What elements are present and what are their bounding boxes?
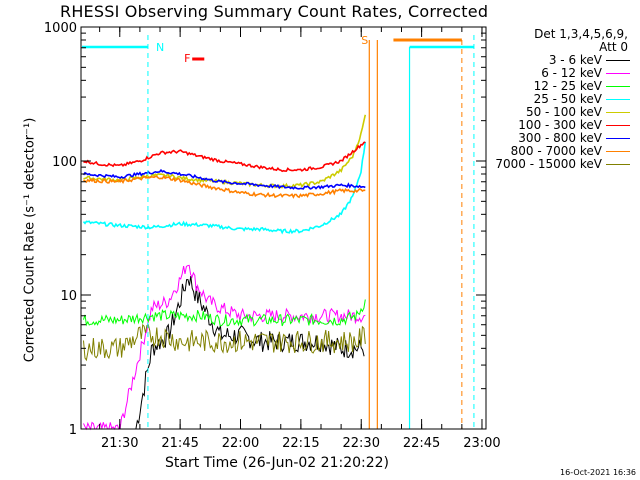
legend-label: 300 - 800 keV — [518, 131, 602, 145]
legend-entry: 800 - 7000 keV — [476, 145, 636, 158]
legend-entry: 300 - 800 keV — [476, 132, 636, 145]
legend-label: 100 - 300 keV — [518, 118, 602, 132]
series-line-8 — [83, 174, 366, 199]
x-tick-label: 21:45 — [161, 436, 198, 451]
y-axis-label: Corrected Count Rate (s⁻¹ detector⁻¹) — [22, 117, 38, 363]
x-tick-label: 22:30 — [343, 436, 380, 451]
axes-layer: 1 10 100 1000 21:30 21:45 22:00 22:15 22:30 22:45… — [44, 21, 501, 451]
series-line-4 — [82, 141, 367, 235]
plot-frame — [80, 26, 487, 430]
legend-entries: 3 - 6 keV 6 - 12 keV 12 - 25 keV 25 - 50 ke… — [476, 54, 636, 171]
legend-swatch — [606, 125, 630, 126]
flag-letter-s: S — [361, 34, 368, 47]
legend-swatch — [606, 86, 630, 87]
legend-swatch — [606, 164, 630, 165]
legend-label: 3 - 6 keV — [548, 53, 602, 67]
legend-label: 50 - 100 keV — [525, 105, 602, 119]
timestamp: 16-Oct-2021 16:36 — [560, 468, 636, 477]
series-line-6 — [83, 141, 366, 173]
legend-swatch — [606, 112, 630, 113]
legend: Det 1,3,4,5,6,9, Att 0 3 - 6 keV 6 - 12 k… — [476, 28, 636, 171]
y-tick-label: 100 — [52, 155, 77, 170]
flag-letter-f: F — [184, 52, 190, 65]
legend-swatch — [606, 151, 630, 152]
legend-entry: 3 - 6 keV — [476, 54, 636, 67]
x-tick-label: 22:45 — [403, 436, 440, 451]
x-tick-label: 22:15 — [282, 436, 319, 451]
series-line-9 — [83, 323, 366, 362]
legend-entry: 6 - 12 keV — [476, 67, 636, 80]
legend-label: 12 - 25 keV — [533, 79, 602, 93]
legend-swatch — [606, 138, 630, 139]
legend-header-1: Det 1,3,4,5,6,9, — [534, 27, 628, 41]
x-axis-label: Start Time (26-Jun-02 21:20:22) — [165, 455, 389, 471]
legend-entry: 100 - 300 keV — [476, 119, 636, 132]
data-layer — [82, 114, 367, 431]
legend-label: 6 - 12 keV — [541, 66, 602, 80]
legend-swatch — [606, 60, 630, 61]
legend-label: 800 - 7000 keV — [510, 144, 602, 158]
series-line-1 — [135, 276, 365, 430]
y-tick-label: 1000 — [44, 21, 77, 36]
x-tick-label: 23:00 — [463, 436, 500, 451]
overlay-layer: N F S — [82, 34, 475, 429]
legend-label: 7000 - 15000 keV — [495, 157, 602, 171]
series-line-2 — [83, 264, 366, 431]
y-tick-label: 1 — [69, 423, 77, 438]
legend-label: 25 - 50 keV — [533, 92, 602, 106]
chart-title: RHESSI Observing Summary Count Rates, Co… — [60, 2, 489, 21]
legend-entry: 50 - 100 keV — [476, 106, 636, 119]
legend-entry: 7000 - 15000 keV — [476, 158, 636, 171]
legend-entry: 12 - 25 keV — [476, 80, 636, 93]
x-tick-label: 22:00 — [222, 436, 259, 451]
legend-entry: 25 - 50 keV — [476, 93, 636, 106]
series-line-5 — [83, 114, 367, 189]
flag-letter-n: N — [156, 41, 164, 54]
series-line-7 — [82, 168, 366, 190]
y-tick-label: 10 — [60, 289, 77, 304]
legend-header-2: Att 0 — [599, 40, 628, 54]
legend-swatch — [606, 73, 630, 74]
x-tick-label: 21:30 — [101, 436, 138, 451]
series-line-3 — [83, 299, 366, 327]
legend-swatch — [606, 99, 630, 100]
